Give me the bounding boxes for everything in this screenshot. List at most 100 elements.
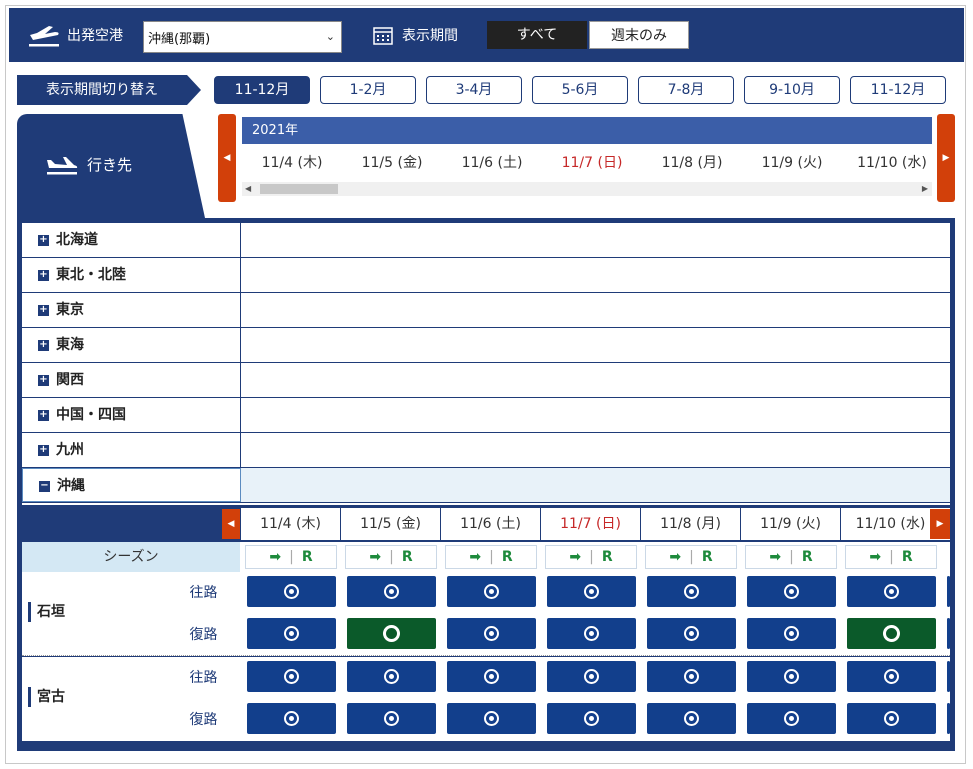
period-tab[interactable]: 11-12月 [850, 76, 946, 104]
outbound-availability-button[interactable] [447, 576, 536, 607]
outbound-availability-button[interactable] [747, 576, 836, 607]
period-tab[interactable]: 9-10月 [744, 76, 840, 104]
region-list: + 北海道 + 東北・北陸 + 東京 + 東海 + 関西 + 中国・四国 + 九州 − 沖縄 [22, 223, 950, 505]
collapse-icon[interactable]: − [39, 480, 50, 492]
return-availability-button[interactable] [647, 618, 736, 649]
filter-all-button[interactable]: すべて [487, 21, 587, 49]
period-tab[interactable]: 1-2月 [320, 76, 416, 104]
outbound-availability-button[interactable] [947, 661, 950, 692]
outbound-availability-button[interactable] [747, 661, 836, 692]
outbound-availability-button[interactable] [547, 661, 636, 692]
season-cell: ➡ | R [545, 545, 637, 569]
arrow-right-icon: ➡ [669, 549, 682, 565]
return-label: 復路 [167, 614, 240, 656]
double-circle-icon [284, 711, 299, 726]
next-dates-button-2[interactable]: ▶ [930, 509, 950, 539]
horizontal-scrollbar[interactable]: ◀ ▶ [242, 182, 932, 196]
expand-icon[interactable]: + [38, 234, 49, 246]
outbound-availability-button[interactable] [547, 576, 636, 607]
circle-icon [883, 625, 900, 642]
scrollbar-thumb[interactable] [260, 184, 338, 194]
period-tab[interactable]: 5-6月 [532, 76, 628, 104]
date-label: 11/10 (水) [857, 155, 927, 171]
season-code: R [901, 549, 913, 565]
region-label: 九州 [56, 442, 84, 458]
filter-weekend-button[interactable]: 週末のみ [589, 21, 689, 49]
expand-icon[interactable]: + [38, 304, 49, 316]
expand-icon[interactable]: + [38, 339, 49, 351]
return-availability-button[interactable] [447, 618, 536, 649]
season-row: シーズン ➡ | R ➡ | R ➡ | R ➡ | R ➡ | R ➡ | R ➡ | R [22, 542, 950, 572]
season-label: シーズン [22, 542, 240, 572]
expand-icon[interactable]: + [38, 374, 49, 386]
return-availability-button[interactable] [547, 703, 636, 734]
outbound-label: 往路 [167, 657, 240, 699]
region-row[interactable]: + 東京 [22, 293, 950, 328]
return-availability-button[interactable] [247, 703, 336, 734]
return-availability-button[interactable] [747, 618, 836, 649]
return-availability-button[interactable] [947, 703, 950, 734]
region-label: 北海道 [56, 232, 98, 248]
top-date-row: 11/4 (木) 11/5 (金) 11/6 (土) 11/7 (日) 11/8 (月)… [242, 148, 932, 178]
return-availability-button[interactable] [347, 618, 436, 649]
expand-icon[interactable]: + [38, 444, 49, 456]
departure-select[interactable]: 沖縄(那覇) ⌄ [143, 21, 342, 53]
expand-icon[interactable]: + [38, 269, 49, 281]
region-name[interactable]: + 東北・北陸 [22, 258, 241, 292]
outbound-availability-button[interactable] [647, 661, 736, 692]
date-label: 11/7 (日) [561, 155, 623, 171]
region-name[interactable]: + 東京 [22, 293, 241, 327]
region-row[interactable]: + 東海 [22, 328, 950, 363]
outbound-availability-button[interactable] [347, 576, 436, 607]
region-row[interactable]: + 関西 [22, 363, 950, 398]
region-name[interactable]: + 中国・四国 [22, 398, 241, 432]
season-code: R [701, 549, 713, 565]
return-availability-button[interactable] [847, 618, 936, 649]
period-tab[interactable]: 3-4月 [426, 76, 522, 104]
departure-label: 出発空港 [67, 28, 123, 44]
return-label: 復路 [167, 699, 240, 741]
region-row[interactable]: + 中国・四国 [22, 398, 950, 433]
outbound-availability-button[interactable] [347, 661, 436, 692]
region-row[interactable]: − 沖縄 [22, 468, 950, 503]
scroll-right-icon[interactable]: ▶ [921, 184, 928, 193]
outbound-availability-button[interactable] [847, 661, 936, 692]
double-circle-icon [784, 584, 799, 599]
year-label: 2021年 [242, 117, 932, 144]
season-cell: ➡ | R [745, 545, 837, 569]
region-name[interactable]: + 北海道 [22, 223, 241, 257]
expand-icon[interactable]: + [38, 409, 49, 421]
region-name[interactable]: + 東海 [22, 328, 241, 362]
period-tab[interactable]: 7-8月 [638, 76, 734, 104]
next-dates-button[interactable]: ▶ [937, 114, 955, 202]
outbound-availability-button[interactable] [447, 661, 536, 692]
departure-plane-icon [29, 26, 59, 47]
outbound-availability-button[interactable] [847, 576, 936, 607]
period-label: 表示期間 [402, 28, 458, 44]
region-row[interactable]: + 東北・北陸 [22, 258, 950, 293]
return-availability-button[interactable] [947, 618, 950, 649]
return-availability-button[interactable] [547, 618, 636, 649]
return-availability-button[interactable] [347, 703, 436, 734]
outbound-availability-button[interactable] [247, 661, 336, 692]
region-row[interactable]: + 九州 [22, 433, 950, 468]
prev-dates-button[interactable]: ◀ [218, 114, 236, 202]
scroll-left-icon[interactable]: ◀ [245, 184, 252, 193]
return-availability-button[interactable] [447, 703, 536, 734]
region-row[interactable]: + 北海道 [22, 223, 950, 258]
return-availability-button[interactable] [247, 618, 336, 649]
outbound-availability-button[interactable] [647, 576, 736, 607]
double-circle-icon [284, 669, 299, 684]
region-name[interactable]: + 九州 [22, 433, 241, 467]
prev-dates-button-2[interactable]: ◀ [222, 509, 240, 539]
return-availability-button[interactable] [747, 703, 836, 734]
double-circle-icon [584, 626, 599, 641]
outbound-availability-button[interactable] [247, 576, 336, 607]
return-availability-button[interactable] [647, 703, 736, 734]
return-availability-button[interactable] [847, 703, 936, 734]
period-tab[interactable]: 11-12月 [214, 76, 310, 104]
region-name[interactable]: − 沖縄 [22, 468, 241, 502]
outbound-availability-button[interactable] [947, 576, 950, 607]
season-code: R [401, 549, 413, 565]
region-name[interactable]: + 関西 [22, 363, 241, 397]
